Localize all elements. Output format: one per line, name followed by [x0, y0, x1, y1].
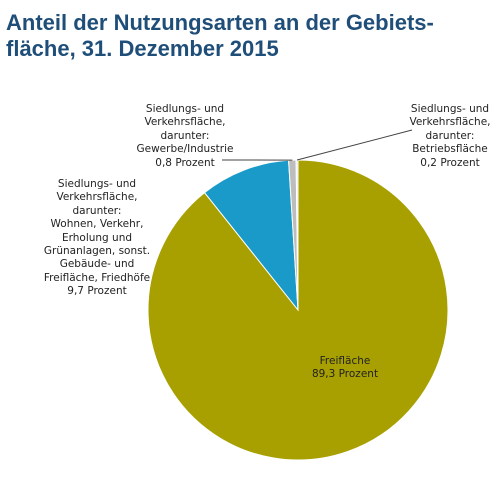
label-line: Gebäude- und — [59, 258, 135, 271]
label-line: Verkehrsfläche, — [56, 191, 138, 204]
slice-label-freiflaeche: Freifläche 89,3 Prozent — [285, 355, 405, 382]
label-line: 9,7 Prozent — [67, 285, 127, 298]
label-line: Wohnen, Verkehr, — [50, 218, 144, 231]
slice-label-wohnen-verkehr: Siedlungs- und Verkehrsfläche, darunter:… — [22, 178, 172, 299]
label-line: Freifläche — [319, 355, 371, 367]
label-line: Siedlungs- und — [57, 178, 137, 190]
label-line: 89,3 Prozent — [311, 368, 379, 381]
pie-slices — [147, 159, 449, 461]
slice-label-betriebsflaeche: Siedlungs- und Verkehrsfläche, darunter:… — [405, 103, 495, 170]
label-line: Grünanlagen, sonst. — [43, 245, 151, 258]
chart-title-line-2: fläche, 31. Dezember 2015 — [6, 36, 279, 61]
leader-lines — [221, 129, 413, 161]
leader-line-betriebsflaeche — [296, 129, 413, 161]
label-line: Betriebsfläche — [412, 143, 488, 156]
label-line: 0,8 Prozent — [155, 156, 215, 169]
label-line: Erholung und — [61, 231, 133, 244]
label-line: Siedlungs- und — [410, 103, 490, 115]
chart-title-line-1: Anteil der Nutzungsarten an der Gebiets- — [6, 10, 434, 35]
label-line: Siedlungs- und — [145, 103, 225, 115]
label-line: 0,2 Prozent — [420, 156, 480, 169]
label-line: Freifläche, Friedhöfe — [43, 271, 151, 284]
label-line: Verkehrsfläche, — [144, 116, 226, 129]
label-line: Gewerbe/Industrie — [136, 143, 234, 156]
label-line: darunter: — [160, 129, 210, 142]
chart-title: Anteil der Nutzungsarten an der Gebiets-… — [6, 10, 486, 62]
label-line: darunter: — [72, 204, 122, 217]
label-line: Verkehrsfläche, — [409, 116, 491, 129]
slice-label-gewerbe-industrie: Siedlungs- und Verkehrsfläche, darunter:… — [120, 103, 250, 170]
label-line: darunter: — [425, 129, 475, 142]
